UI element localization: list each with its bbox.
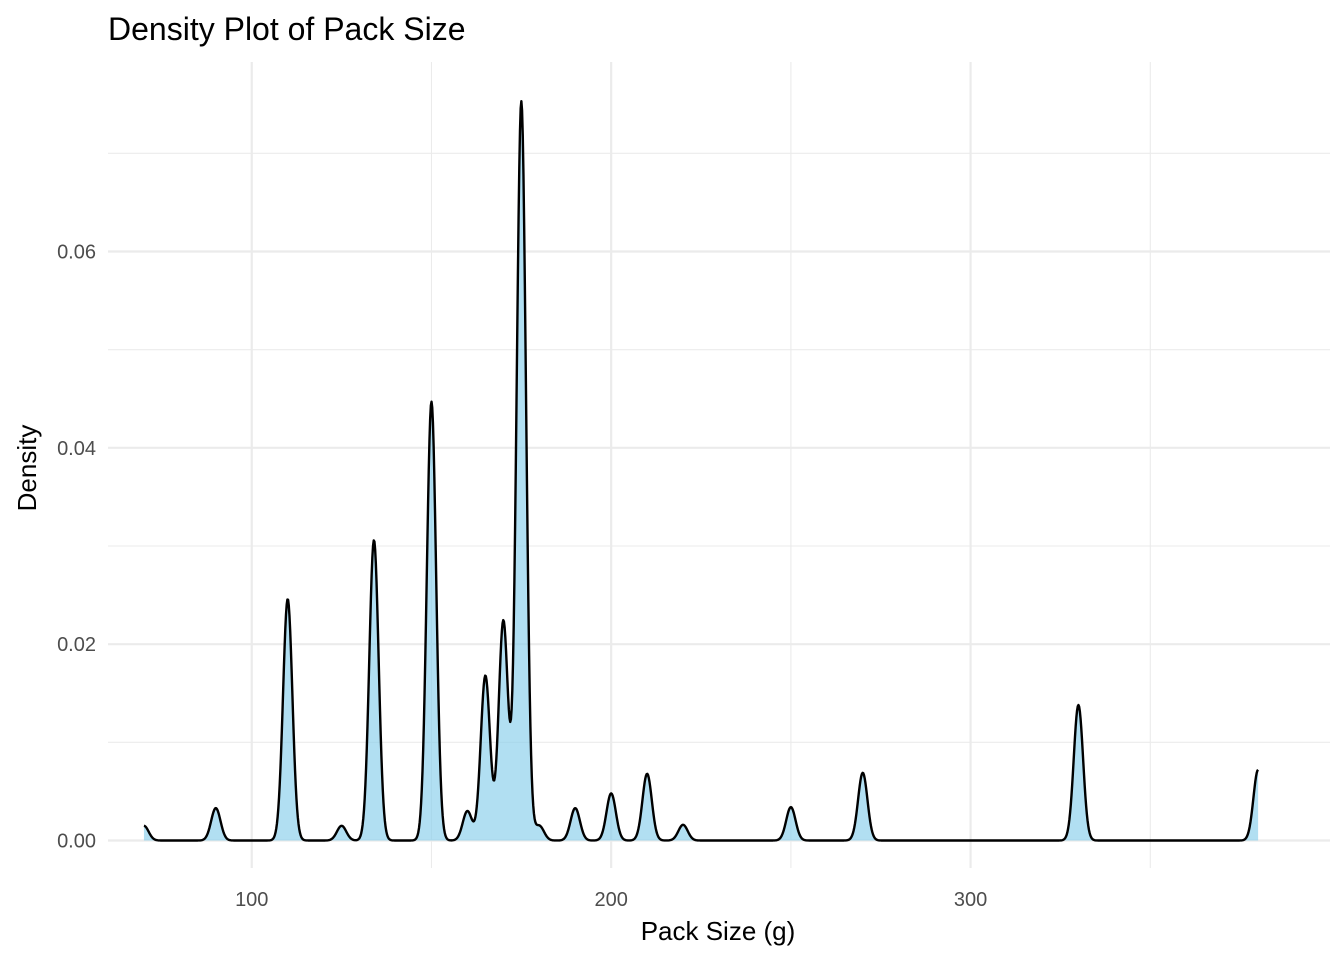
x-axis: 100 200 300 (235, 889, 987, 911)
chart-title: Density Plot of Pack Size (108, 11, 465, 47)
x-tick-label: 200 (594, 889, 627, 911)
x-tick-label: 100 (235, 889, 268, 911)
y-tick-label: 0.00 (57, 831, 96, 853)
x-tick-label: 300 (954, 889, 987, 911)
density-area (143, 101, 1259, 841)
x-axis-title: Pack Size (g) (641, 916, 796, 946)
density-line (143, 99, 1260, 842)
y-tick-label: 0.04 (57, 438, 96, 460)
y-tick-label: 0.06 (57, 241, 96, 263)
y-axis-title: Density (12, 425, 42, 512)
y-tick-label: 0.02 (57, 634, 96, 656)
y-axis: 0.00 0.02 0.04 0.06 (57, 241, 96, 852)
